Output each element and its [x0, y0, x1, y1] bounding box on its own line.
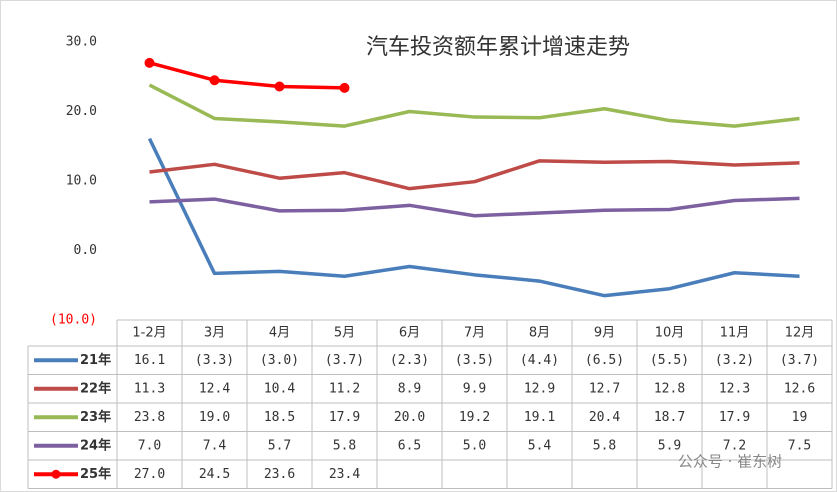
table-cell: 7.5: [788, 438, 811, 453]
point: [144, 57, 155, 68]
y-tick-label: 30.0: [66, 35, 97, 50]
legend-label: 23年: [80, 409, 111, 425]
table-cell: 12.8: [654, 381, 685, 396]
table-cell: 7.4: [203, 438, 227, 453]
table-cell: 11.3: [134, 381, 165, 396]
table-cell: 5.8: [593, 438, 616, 453]
table-cell: 5.9: [658, 438, 681, 453]
table-cell: 20.0: [394, 410, 425, 425]
x-tick-label: 1-2月: [132, 326, 166, 341]
table-cell: 19.2: [459, 410, 490, 425]
y-tick-label: 10.0: [66, 174, 97, 189]
x-tick-label: 9月: [594, 326, 615, 341]
x-tick-label: 4月: [269, 326, 290, 341]
legend-marker: [51, 469, 61, 479]
table-cell: 19: [792, 410, 808, 425]
x-tick-label: 11月: [720, 326, 750, 341]
table-cell: (6.5): [585, 353, 624, 368]
table-cell: 27.0: [134, 467, 165, 482]
table-cell: 11.2: [329, 381, 360, 396]
x-tick-label: 7月: [464, 326, 485, 341]
point: [339, 82, 350, 93]
table-cell: 10.4: [264, 381, 295, 396]
legend-label: 24年: [80, 437, 111, 453]
table-cell: 17.9: [329, 410, 360, 425]
table-cell: 23.8: [134, 410, 165, 425]
table-cell: (3.7): [780, 353, 819, 368]
table-cell: 20.4: [589, 410, 620, 425]
table-cell: 8.9: [398, 381, 421, 396]
table-cell: (3.3): [195, 353, 234, 368]
table-cell: (3.5): [455, 353, 494, 368]
table-cell: 5.4: [528, 438, 552, 453]
y-tick-label: 0.0: [74, 243, 97, 258]
table-cell: (3.2): [715, 353, 754, 368]
series-line: [148, 83, 800, 128]
series-line: [149, 196, 800, 218]
x-tick-label: 8月: [529, 326, 550, 341]
table-cell: 5.0: [463, 438, 486, 453]
table-cell: 12.4: [199, 381, 230, 396]
table-cell: (4.4): [520, 353, 559, 368]
x-tick-label: 3月: [204, 326, 225, 341]
table-cell: 23.4: [329, 467, 360, 482]
table-cell: 12.7: [589, 381, 620, 396]
table-cell: 16.1: [134, 353, 165, 368]
x-tick-label: 12月: [785, 326, 815, 341]
point: [274, 81, 285, 92]
table-cell: 12.3: [719, 381, 750, 396]
table-cell: 7.0: [138, 438, 161, 453]
y-tick-label: (10.0): [50, 313, 97, 328]
table-cell: 24.5: [199, 467, 230, 482]
series-line: [149, 61, 345, 90]
y-tick-label: 20.0: [66, 104, 97, 119]
table-cell: (3.7): [325, 353, 364, 368]
legend-label: 25年: [80, 466, 111, 482]
table-cell: 12.9: [524, 381, 555, 396]
series-line: [149, 159, 800, 191]
watermark: 公众号 · 崔东树: [678, 453, 782, 471]
table-cell: 19.0: [199, 410, 230, 425]
table-cell: (2.3): [390, 353, 429, 368]
table-cell: 19.1: [524, 410, 555, 425]
series-line: [147, 137, 800, 298]
legend-label: 22年: [80, 380, 111, 396]
table-cell: (5.5): [650, 353, 689, 368]
x-tick-label: 6月: [399, 326, 420, 341]
x-tick-label: 10月: [655, 326, 685, 341]
table-cell: 12.6: [784, 381, 815, 396]
point: [209, 75, 220, 86]
table-cell: 5.8: [333, 438, 356, 453]
legend-label: 21年: [80, 352, 111, 368]
table-cell: 18.5: [264, 410, 295, 425]
table-cell: 18.7: [654, 410, 685, 425]
x-tick-label: 5月: [334, 326, 355, 341]
table-cell: 5.7: [268, 438, 291, 453]
chart-title: 汽车投资额年累计增速走势: [366, 35, 630, 60]
table-cell: 6.5: [398, 438, 421, 453]
table-cell: 23.6: [264, 467, 295, 482]
table-cell: (3.0): [260, 353, 299, 368]
table-cell: 9.9: [463, 381, 486, 396]
table-cell: 7.2: [723, 438, 746, 453]
table-cell: 17.9: [719, 410, 750, 425]
